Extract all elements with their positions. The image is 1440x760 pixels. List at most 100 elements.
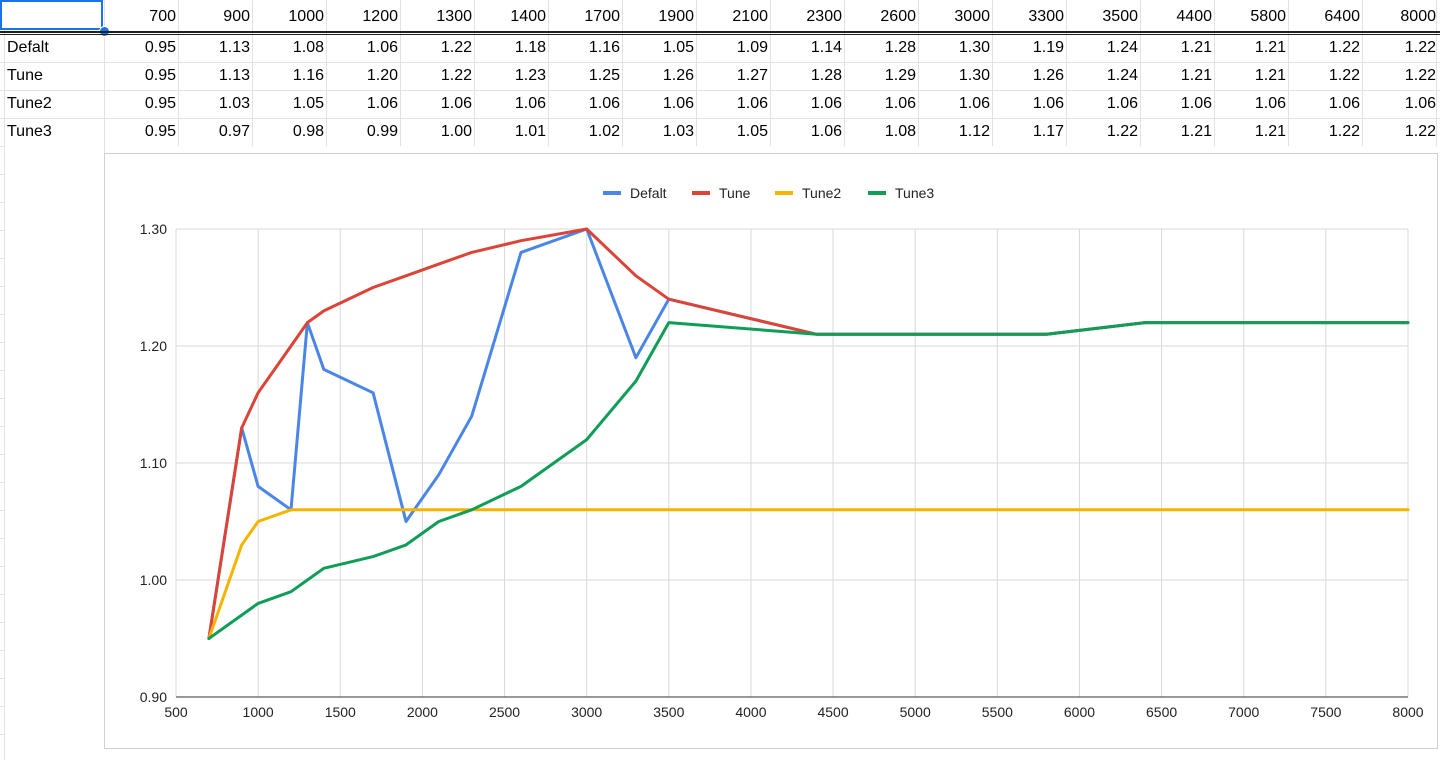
value-cell[interactable]: 1.22 <box>440 39 472 56</box>
value-cell[interactable]: 1.25 <box>588 67 620 84</box>
value-cell[interactable]: 1.03 <box>218 95 250 112</box>
value-cell[interactable]: 0.95 <box>144 39 176 56</box>
value-cell[interactable]: 1.19 <box>1032 39 1064 56</box>
header-cell[interactable]: 900 <box>223 8 250 25</box>
value-cell[interactable]: 1.06 <box>958 95 990 112</box>
value-cell[interactable]: 1.12 <box>958 123 990 140</box>
value-cell[interactable]: 1.09 <box>736 39 768 56</box>
value-cell[interactable]: 1.06 <box>440 95 472 112</box>
header-cell[interactable]: 1700 <box>584 8 620 25</box>
header-cell[interactable]: 2300 <box>806 8 842 25</box>
value-cell[interactable]: 1.02 <box>588 123 620 140</box>
value-cell[interactable]: 0.98 <box>292 123 324 140</box>
value-cell[interactable]: 1.22 <box>1106 123 1138 140</box>
value-cell[interactable]: 1.17 <box>1032 123 1064 140</box>
row-label-cell[interactable]: Defalt <box>7 39 49 56</box>
value-cell[interactable]: 1.24 <box>1106 39 1138 56</box>
header-cell[interactable]: 5800 <box>1250 8 1286 25</box>
value-cell[interactable]: 0.99 <box>366 123 398 140</box>
header-cell[interactable]: 1900 <box>658 8 694 25</box>
value-cell[interactable]: 1.16 <box>588 39 620 56</box>
selected-cell[interactable] <box>0 0 103 30</box>
value-cell[interactable]: 1.06 <box>810 95 842 112</box>
value-cell[interactable]: 1.06 <box>1254 95 1286 112</box>
value-cell[interactable]: 1.06 <box>1180 95 1212 112</box>
value-cell[interactable]: 1.22 <box>1404 123 1436 140</box>
value-cell[interactable]: 1.13 <box>218 67 250 84</box>
line-chart[interactable]: 500 1000 1500 2000 2500 3000 3500 4000 4500 5000 5… <box>104 153 1438 749</box>
value-cell[interactable]: 1.13 <box>218 39 250 56</box>
value-cell[interactable]: 1.21 <box>1180 123 1212 140</box>
value-cell[interactable]: 1.20 <box>366 67 398 84</box>
value-cell[interactable]: 1.29 <box>884 67 916 84</box>
value-cell[interactable]: 1.28 <box>810 67 842 84</box>
value-cell[interactable]: 1.00 <box>440 123 472 140</box>
value-cell[interactable]: 1.14 <box>810 39 842 56</box>
value-cell[interactable]: 1.26 <box>1032 67 1064 84</box>
value-cell[interactable]: 1.03 <box>662 123 694 140</box>
value-cell[interactable]: 1.21 <box>1254 39 1286 56</box>
header-cell[interactable]: 1000 <box>288 8 324 25</box>
header-cell[interactable]: 8000 <box>1400 8 1436 25</box>
value-cell[interactable]: 1.06 <box>736 95 768 112</box>
value-cell[interactable]: 1.22 <box>1404 39 1436 56</box>
header-cell[interactable]: 700 <box>149 8 176 25</box>
value-cell[interactable]: 1.22 <box>1404 67 1436 84</box>
value-cell[interactable]: 1.08 <box>884 123 916 140</box>
value-cell[interactable]: 1.16 <box>292 67 324 84</box>
row-label-cell[interactable]: Tune <box>7 67 43 84</box>
value-cell[interactable]: 1.05 <box>662 39 694 56</box>
header-cell[interactable]: 3300 <box>1028 8 1064 25</box>
header-cell[interactable]: 3000 <box>954 8 990 25</box>
value-cell[interactable]: 1.05 <box>736 123 768 140</box>
value-cell[interactable]: 1.06 <box>810 123 842 140</box>
value-cell[interactable]: 1.22 <box>1328 39 1360 56</box>
header-cell[interactable]: 6400 <box>1324 8 1360 25</box>
row-label-cell[interactable]: Tune2 <box>7 95 52 112</box>
value-cell[interactable]: 0.97 <box>218 123 250 140</box>
value-cell[interactable]: 1.27 <box>736 67 768 84</box>
value-cell[interactable]: 1.23 <box>514 67 546 84</box>
value-cell[interactable]: 1.06 <box>366 39 398 56</box>
value-cell[interactable]: 1.21 <box>1254 123 1286 140</box>
value-cell[interactable]: 1.22 <box>1328 123 1360 140</box>
value-cell[interactable]: 1.08 <box>292 39 324 56</box>
value-cell[interactable]: 1.01 <box>514 123 546 140</box>
value-cell[interactable]: 0.95 <box>144 67 176 84</box>
value-cell[interactable]: 1.24 <box>1106 67 1138 84</box>
header-cell[interactable]: 2600 <box>880 8 916 25</box>
value-cell[interactable]: 1.21 <box>1180 67 1212 84</box>
grid-column-line <box>1066 0 1067 146</box>
value-cell[interactable]: 1.21 <box>1180 39 1212 56</box>
value-cell[interactable]: 1.06 <box>514 95 546 112</box>
value-cell[interactable]: 1.06 <box>884 95 916 112</box>
value-cell[interactable]: 1.26 <box>662 67 694 84</box>
x-tick-label: 5000 <box>900 704 931 720</box>
value-cell[interactable]: 1.05 <box>292 95 324 112</box>
value-cell[interactable]: 1.30 <box>958 67 990 84</box>
header-cell[interactable]: 1300 <box>436 8 472 25</box>
header-cell[interactable]: 4400 <box>1176 8 1212 25</box>
row-label-cell[interactable]: Tune3 <box>7 123 52 140</box>
value-cell[interactable]: 1.22 <box>1328 67 1360 84</box>
value-cell[interactable]: 0.95 <box>144 123 176 140</box>
header-cell[interactable]: 1400 <box>510 8 546 25</box>
header-cell[interactable]: 3500 <box>1102 8 1138 25</box>
value-cell[interactable]: 1.06 <box>588 95 620 112</box>
value-cell[interactable]: 1.18 <box>514 39 546 56</box>
value-cell[interactable]: 1.30 <box>958 39 990 56</box>
value-cell[interactable]: 1.28 <box>884 39 916 56</box>
value-cell[interactable]: 1.21 <box>1254 67 1286 84</box>
value-cell[interactable]: 1.06 <box>1328 95 1360 112</box>
value-cell[interactable]: 0.95 <box>144 95 176 112</box>
value-cell[interactable]: 1.06 <box>366 95 398 112</box>
header-cell[interactable]: 1200 <box>362 8 398 25</box>
value-cell[interactable]: 1.06 <box>1404 95 1436 112</box>
value-cell[interactable]: 1.06 <box>662 95 694 112</box>
value-cell[interactable]: 1.06 <box>1032 95 1064 112</box>
value-cell[interactable]: 1.22 <box>440 67 472 84</box>
grid-row-line <box>0 734 5 735</box>
grid-row-line <box>0 566 5 567</box>
value-cell[interactable]: 1.06 <box>1106 95 1138 112</box>
header-cell[interactable]: 2100 <box>732 8 768 25</box>
